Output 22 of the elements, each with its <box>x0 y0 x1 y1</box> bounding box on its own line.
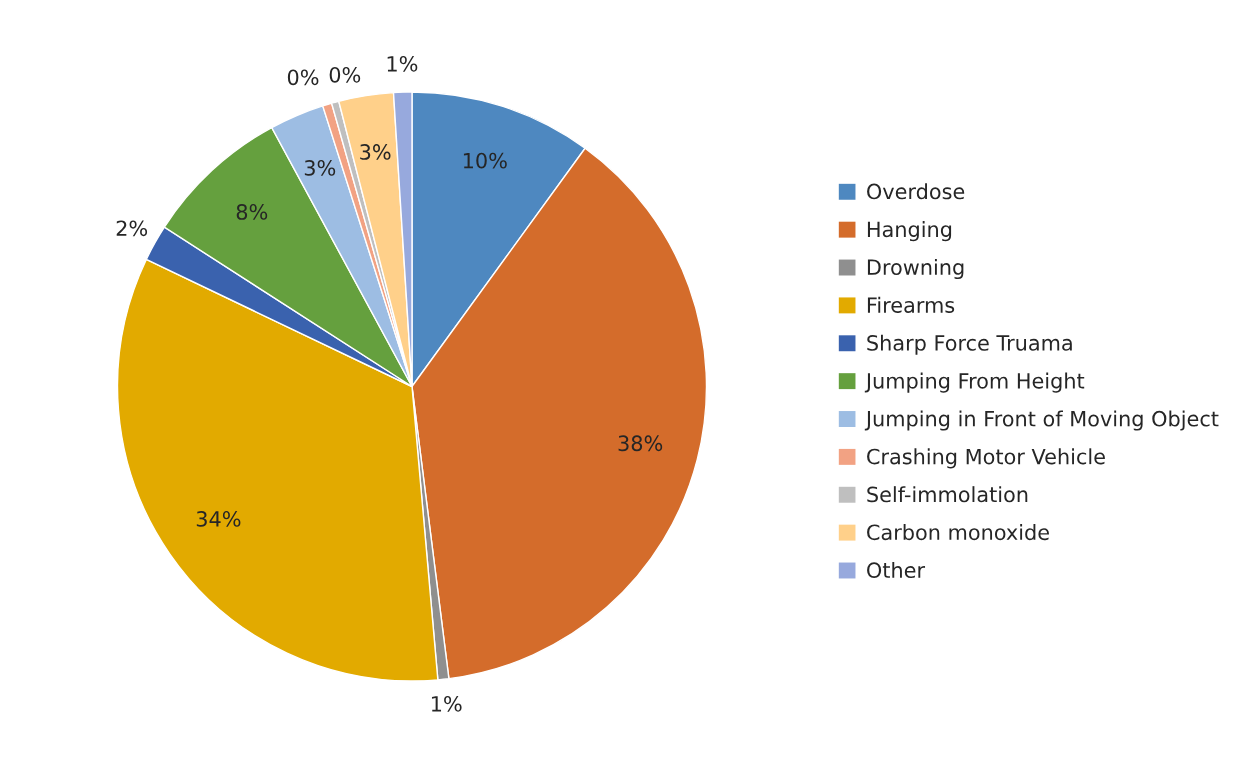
legend-label: Hanging <box>867 221 952 242</box>
legend-label: Jumping in Front of Moving Object <box>864 410 1219 431</box>
legend-label: Crashing Motor Vehicle <box>867 448 1105 469</box>
data-label: 8% <box>236 204 268 220</box>
data-label: 2% <box>116 220 148 237</box>
legend-label: Self-immolation <box>867 486 1028 503</box>
legend-label: Other <box>867 561 926 579</box>
data-label: 0% <box>287 69 319 86</box>
data-label: 34% <box>196 511 241 527</box>
data-label: 3% <box>360 144 391 160</box>
data-label: 38% <box>618 435 663 452</box>
data-label: 1% <box>431 695 462 712</box>
legend-label: Carbon monoxide <box>867 524 1049 541</box>
data-label: 0% <box>329 66 361 83</box>
data-label: 1% <box>387 55 418 72</box>
data-label: 10% <box>463 152 507 169</box>
legend-label: Drowning <box>867 258 964 280</box>
legend-label: Firearms <box>867 296 955 313</box>
data-label: 3% <box>304 160 336 176</box>
legend-label: Sharp Force Truama <box>867 334 1072 355</box>
legend-label: Jumping From Height <box>864 372 1085 393</box>
legend-label: Overdose <box>867 183 965 200</box>
